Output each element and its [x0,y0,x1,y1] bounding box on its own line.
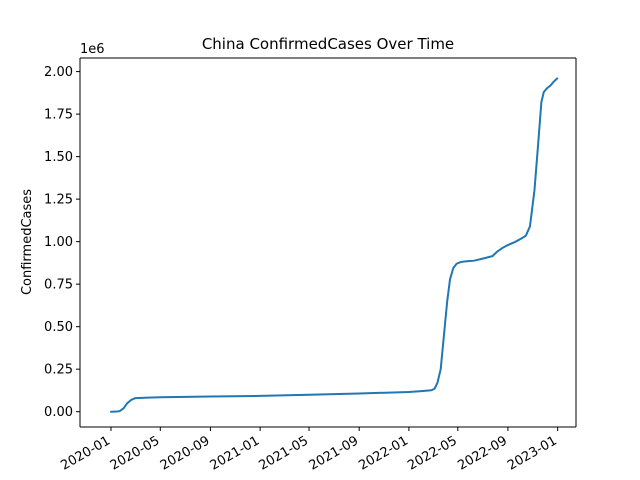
y-tick-label: 1.00 [44,235,73,250]
y-tick-label: 2.00 [44,65,73,80]
series-line-0 [109,77,559,413]
chart-title: China ConfirmedCases Over Time [202,35,454,53]
y-axis-label: ConfirmedCases [20,189,35,295]
y-tick-label: 0.00 [44,405,73,420]
y-tick-label: 1.75 [44,108,73,123]
y-tick-label: 0.50 [44,320,73,335]
y-tick-label: 1.50 [44,150,73,165]
y-tick-label: 0.25 [44,363,73,378]
y-offset-label: 1e6 [80,42,105,57]
y-tick-label: 1.25 [44,193,73,208]
y-tick-label: 0.75 [44,278,73,293]
